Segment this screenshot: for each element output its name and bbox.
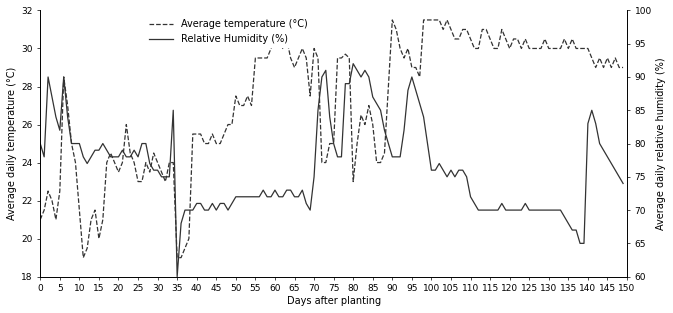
Average temperature (°C) [525,47,533,50]
Relative Humidity (%) [373,102,381,105]
Average temperature (°C) [232,94,240,98]
Y-axis label: Average daily relative humidity (%): Average daily relative humidity (%) [656,57,666,230]
Relative Humidity (%) [447,168,455,172]
Relative Humidity (%) [173,275,181,279]
Average temperature (°C) [36,218,44,222]
Relative Humidity (%) [619,182,627,185]
Legend: Average temperature (°C), Relative Humidity (%): Average temperature (°C), Relative Humid… [145,15,312,48]
Relative Humidity (%) [232,195,240,199]
Average temperature (°C) [369,123,377,126]
Y-axis label: Average daily temperature (°C): Average daily temperature (°C) [7,67,17,220]
Average temperature (°C) [447,28,455,31]
Line: Average temperature (°C): Average temperature (°C) [40,20,623,258]
X-axis label: Days after planting: Days after planting [287,296,381,306]
Relative Humidity (%) [271,188,279,192]
Average temperature (°C) [79,256,87,259]
Line: Relative Humidity (%): Relative Humidity (%) [40,64,623,277]
Average temperature (°C) [271,37,279,41]
Average temperature (°C) [388,18,396,22]
Relative Humidity (%) [349,62,357,65]
Average temperature (°C) [345,56,353,60]
Relative Humidity (%) [525,208,533,212]
Relative Humidity (%) [345,82,353,85]
Relative Humidity (%) [36,142,44,146]
Average temperature (°C) [619,66,627,69]
